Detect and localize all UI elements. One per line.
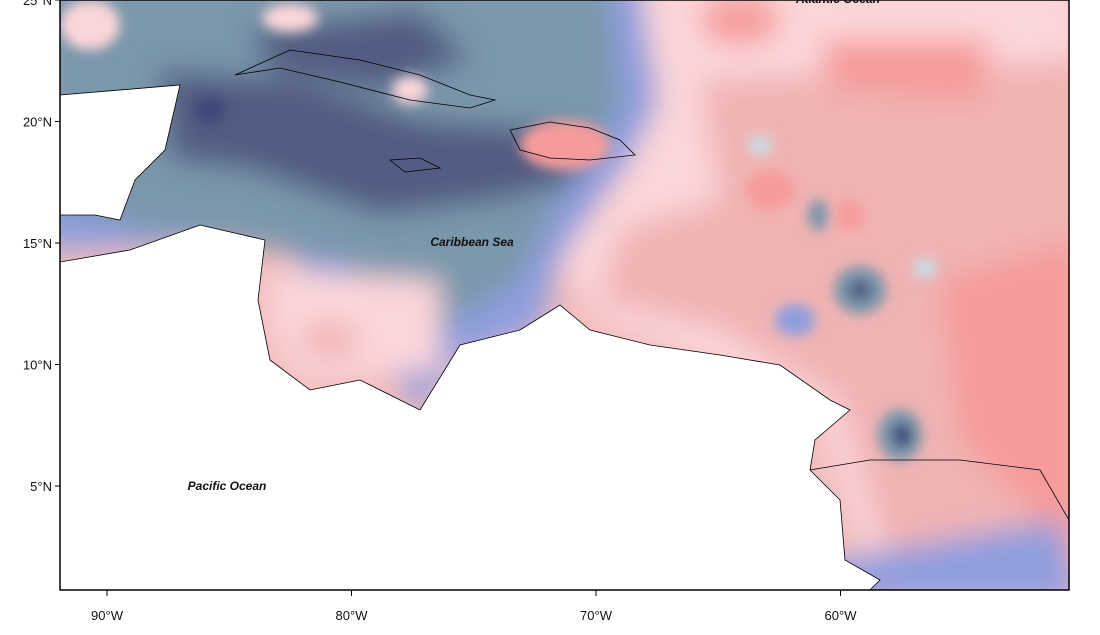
lon-label: 90°W [91,608,124,623]
place-label: Pacific Ocean [188,479,267,493]
coast [234,49,497,109]
coast [388,157,442,173]
lat-label: 5°N [30,479,52,494]
land [60,84,181,221]
place-label: Caribbean Sea [430,235,514,249]
lon-label: 80°W [336,608,369,623]
place-label: Atlantic Ocean [795,0,880,6]
border [809,459,1069,521]
lon-label: 60°W [825,608,858,623]
coast [509,121,636,161]
lat-label: 25°N [23,0,52,8]
lon-label: 70°W [580,608,613,623]
land [60,224,881,590]
lat-label: 20°N [23,115,52,130]
frame [59,0,1070,591]
field [60,0,1069,590]
lat-label: 10°N [23,358,52,373]
lat-label: 15°N [23,236,52,251]
